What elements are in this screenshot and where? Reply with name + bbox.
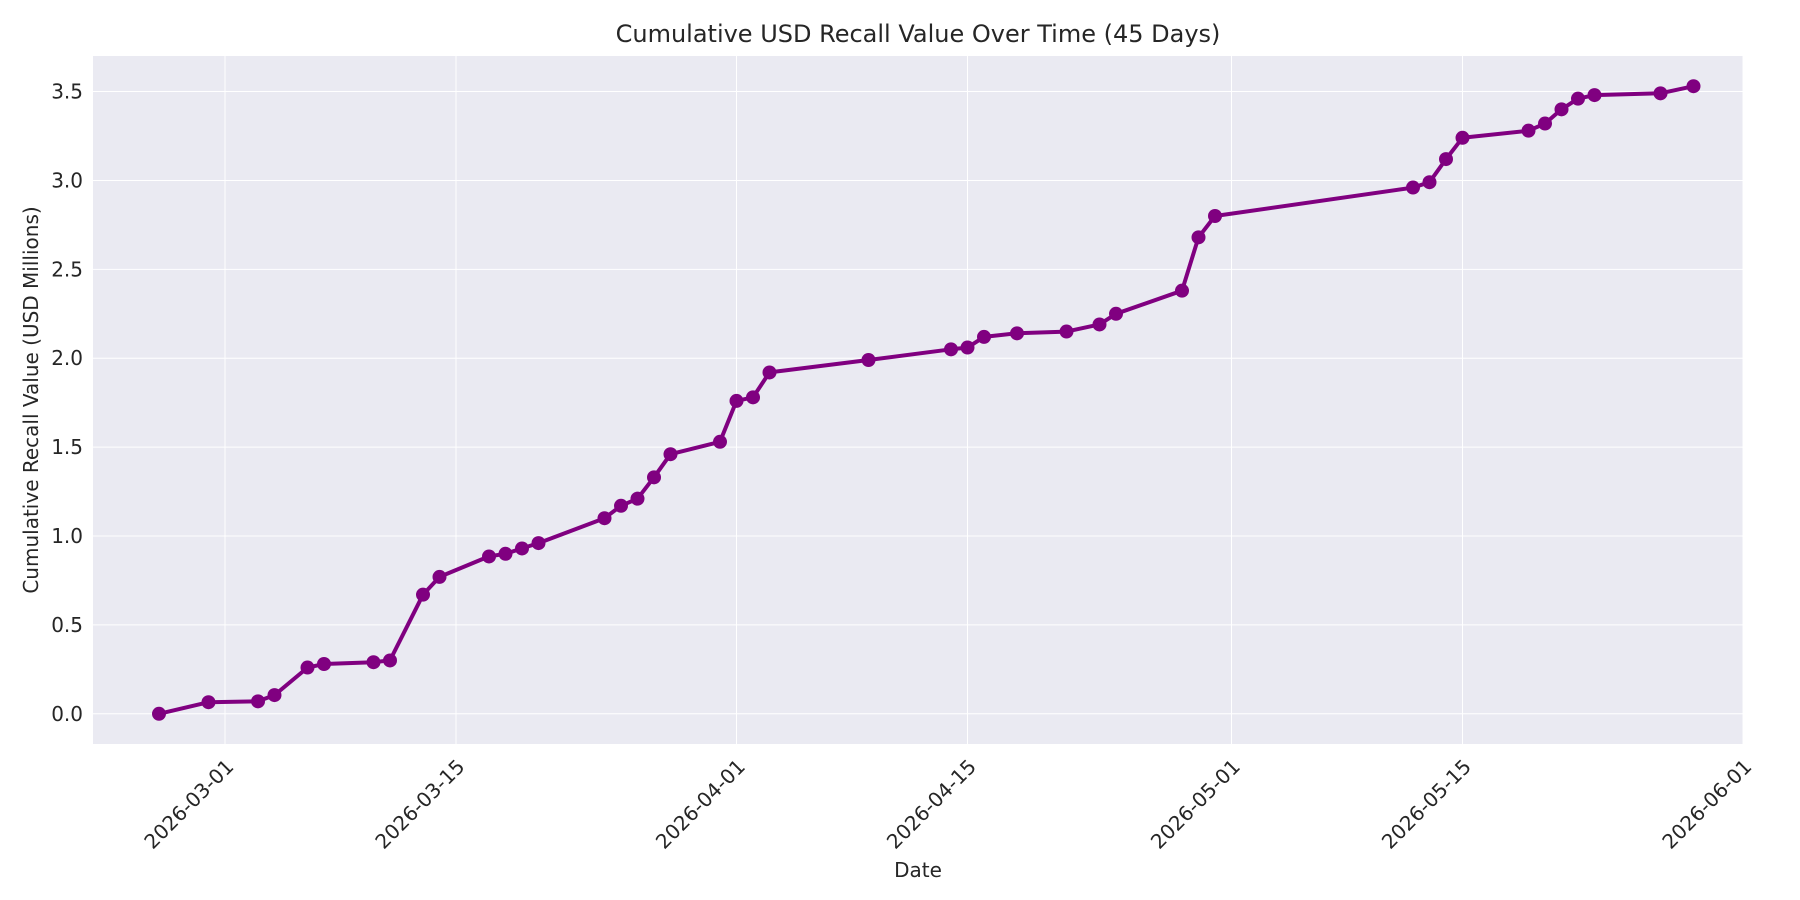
y-axis-ticks: 0.0 0.5 1.0 1.5 2.0 2.5 3.0 3.5 (51, 80, 83, 726)
data-point (1175, 283, 1189, 298)
x-axis-ticks: 2026-03-01 2026-03-15 2026-04-01 2026-04-15… (139, 754, 1756, 853)
data-point (1686, 79, 1701, 94)
data-point (614, 498, 628, 513)
y-tick-label: 3.0 (51, 168, 83, 192)
y-tick-label: 1.0 (51, 524, 83, 548)
x-tick-label: 2026-04-15 (882, 754, 981, 853)
data-point (1521, 123, 1536, 138)
data-point (531, 536, 546, 551)
y-tick-label: 2.0 (51, 346, 83, 370)
data-point (1010, 326, 1024, 341)
data-point (432, 569, 447, 584)
x-tick-label: 2026-03-01 (139, 754, 238, 853)
data-point (1406, 180, 1420, 195)
data-point (663, 447, 678, 462)
x-tick-label: 2026-05-01 (1146, 754, 1245, 853)
x-axis-label: Date (894, 858, 942, 882)
data-point (1191, 230, 1206, 245)
data-point (1455, 130, 1470, 145)
x-tick-label: 2026-04-01 (651, 754, 750, 853)
data-point (1208, 209, 1222, 223)
data-point (960, 340, 975, 355)
data-point (515, 541, 529, 556)
data-point (1538, 116, 1552, 131)
data-point (1554, 102, 1569, 117)
data-point (647, 470, 661, 485)
y-tick-label: 0.0 (51, 702, 83, 726)
chart-title: Cumulative USD Recall Value Over Time (4… (616, 20, 1221, 48)
data-point (1059, 324, 1074, 339)
x-tick-label: 2026-06-01 (1657, 754, 1756, 853)
data-point (630, 491, 645, 506)
data-point (251, 694, 265, 709)
y-axis-label: Cumulative Recall Value (USD Millions) (19, 206, 43, 593)
series-group (152, 79, 1701, 721)
data-point (977, 329, 991, 344)
data-point (317, 657, 331, 671)
data-point (861, 353, 876, 367)
data-point (597, 511, 612, 526)
data-point (152, 706, 166, 721)
data-point (1653, 86, 1668, 101)
y-tick-label: 2.5 (51, 257, 83, 281)
data-point (201, 695, 216, 710)
data-point (383, 653, 397, 668)
data-point (1092, 317, 1107, 332)
data-point (366, 655, 381, 670)
data-point (416, 587, 430, 602)
data-point (713, 434, 727, 449)
y-tick-label: 3.5 (51, 80, 83, 104)
data-point (267, 688, 282, 703)
data-point (1439, 152, 1453, 167)
data-point (746, 390, 760, 405)
data-point (1109, 306, 1123, 321)
data-point (1422, 175, 1437, 190)
y-tick-label: 0.5 (51, 613, 83, 637)
data-point (498, 546, 513, 561)
data-point (1587, 88, 1602, 103)
data-point (762, 365, 777, 380)
data-point (944, 342, 958, 357)
data-point (300, 660, 315, 675)
gridlines (93, 56, 1744, 744)
data-point (482, 549, 496, 564)
x-tick-label: 2026-03-15 (370, 754, 469, 853)
data-point (729, 393, 744, 408)
plot-area (93, 56, 1743, 744)
data-point (1571, 91, 1585, 106)
x-tick-label: 2026-05-15 (1377, 754, 1476, 853)
y-tick-label: 1.5 (51, 435, 83, 459)
